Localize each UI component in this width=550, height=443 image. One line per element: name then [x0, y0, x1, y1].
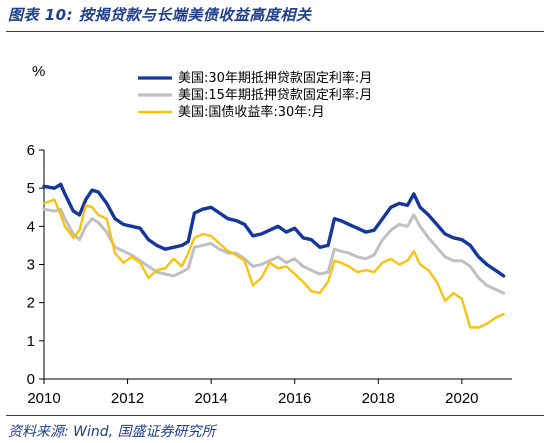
series-layer: [42, 182, 506, 329]
y-tick-label: 6: [27, 142, 35, 159]
x-tick-label: 2012: [111, 390, 144, 407]
series-line-0: [42, 182, 506, 278]
x-tick-label: 2014: [194, 390, 227, 407]
chart-legend: 美国:30年期抵押贷款固定利率:月美国:15年期抵押贷款固定利率:月美国:国债收…: [138, 70, 372, 120]
chart-axes: 0 1 2 3 4 5 6 2010 2012 2014 2016 2018 2020: [27, 142, 512, 407]
y-axis-unit: %: [32, 63, 45, 80]
figure-title: 图表 10: 按揭贷款与长端美债收益高度相关: [8, 6, 312, 24]
y-tick-label: 2: [27, 295, 35, 312]
y-tick-label: 4: [27, 218, 35, 235]
source-rule: [6, 415, 544, 416]
y-tick-label: 1: [27, 333, 35, 350]
legend-label-1: 美国:15年期抵押贷款固定利率:月: [178, 87, 372, 103]
x-tick-label: 2018: [362, 390, 395, 407]
title-rule: [6, 31, 544, 32]
legend-label-2: 美国:国债收益率:30年:月: [178, 104, 325, 120]
y-tick-label: 0: [27, 371, 35, 388]
y-tick-label: 5: [27, 180, 35, 197]
x-tick-label: 2016: [278, 390, 311, 407]
source-note: 资料来源: Wind, 国盛证券研究所: [8, 424, 216, 440]
x-tick-label: 2020: [445, 390, 478, 407]
series-line-2: [42, 198, 505, 329]
x-tick-label: 2010: [27, 390, 60, 407]
y-tick-label: 3: [27, 257, 35, 274]
legend-label-0: 美国:30年期抵押贷款固定利率:月: [178, 70, 372, 86]
